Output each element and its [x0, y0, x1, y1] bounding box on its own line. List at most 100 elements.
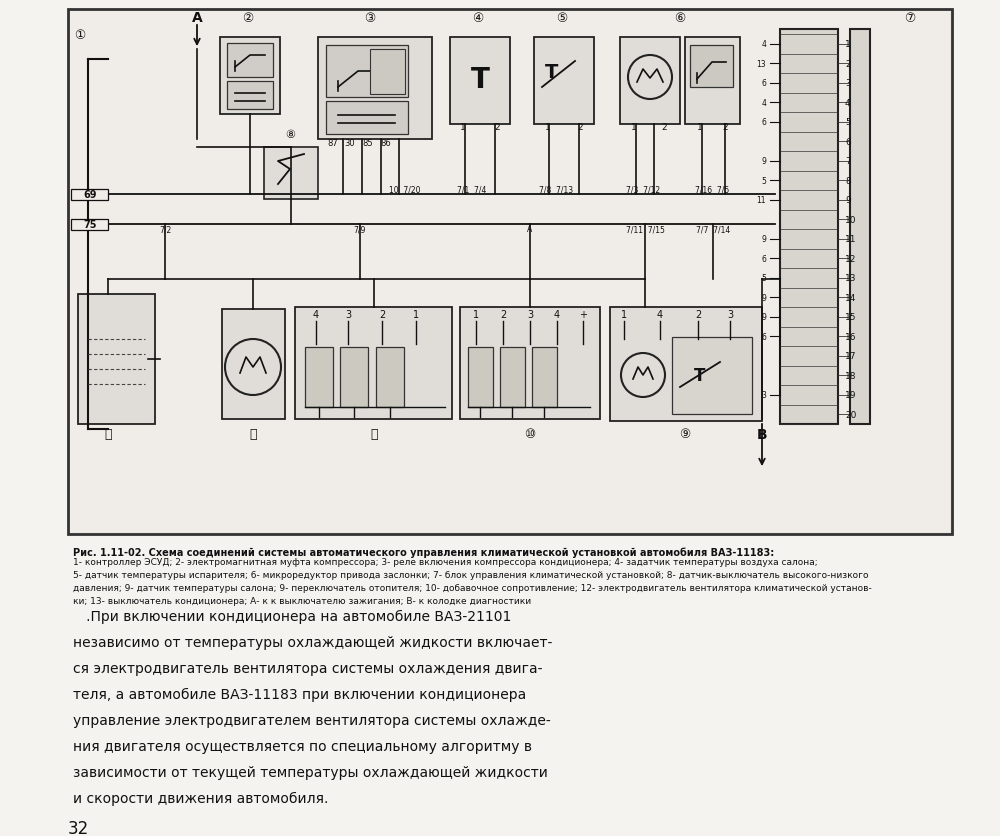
Text: 1: 1: [845, 40, 851, 49]
Bar: [227, 44, 273, 78]
Text: 18: 18: [845, 371, 856, 380]
Text: 2: 2: [577, 124, 583, 132]
Text: зависимости от текущей температуры охлаждающей жидкости: зависимости от текущей температуры охлаж…: [73, 765, 548, 779]
Text: 19: 19: [845, 390, 856, 400]
Text: 69: 69: [83, 190, 97, 200]
Bar: [532, 348, 557, 407]
Text: 4: 4: [554, 309, 560, 319]
Text: B: B: [757, 427, 767, 441]
Text: управление электродвигателем вентилятора системы охлажде-: управление электродвигателем вентилятора…: [73, 713, 551, 727]
Text: ⑥: ⑥: [674, 12, 686, 24]
Text: 11: 11: [845, 235, 856, 244]
Text: 7/9: 7/9: [354, 225, 366, 234]
Text: 9: 9: [761, 313, 766, 322]
Bar: [500, 348, 525, 407]
Bar: [71, 220, 108, 231]
Text: 10  7/20: 10 7/20: [389, 186, 421, 194]
Text: 2: 2: [845, 59, 851, 69]
Text: Рис. 1.11-02. Схема соединений системы автоматического управления климатической : Рис. 1.11-02. Схема соединений системы а…: [73, 547, 774, 557]
Text: A: A: [527, 225, 533, 234]
Text: ⑩: ⑩: [524, 428, 536, 441]
Text: 3: 3: [761, 390, 766, 400]
Text: 1: 1: [413, 309, 419, 319]
Text: 4: 4: [657, 309, 663, 319]
Text: ки; 13- выключатель кондиционера; А- к к выключателю зажигания; В- к колодке диа: ки; 13- выключатель кондиционера; А- к к…: [73, 596, 531, 605]
Text: ⑧: ⑧: [285, 130, 295, 140]
Text: ③: ③: [364, 12, 376, 24]
Text: A: A: [192, 11, 202, 25]
Bar: [450, 38, 510, 125]
Text: ⑫: ⑫: [249, 428, 257, 441]
Text: 5: 5: [761, 176, 766, 186]
Text: 9: 9: [761, 235, 766, 244]
Text: .При включении кондиционера на автомобиле ВАЗ-21101: .При включении кондиционера на автомобил…: [73, 609, 511, 624]
Text: 10: 10: [845, 216, 856, 225]
Text: ⑬: ⑬: [104, 428, 112, 441]
Bar: [850, 30, 870, 425]
Bar: [305, 348, 333, 407]
Text: 13: 13: [845, 274, 856, 283]
Text: 14: 14: [845, 293, 856, 303]
Text: 3: 3: [845, 79, 851, 88]
Text: 30: 30: [345, 138, 355, 147]
Text: 2: 2: [379, 309, 385, 319]
Text: 13: 13: [756, 59, 766, 69]
Text: теля, а автомобиле ВАЗ-11183 при включении кондиционера: теля, а автомобиле ВАЗ-11183 при включен…: [73, 687, 526, 701]
Text: ①: ①: [74, 28, 86, 42]
Bar: [326, 102, 408, 135]
Text: 1: 1: [460, 124, 466, 132]
Bar: [376, 348, 404, 407]
Text: 6: 6: [761, 333, 766, 341]
Text: 20: 20: [845, 410, 856, 419]
Bar: [78, 294, 155, 425]
Text: 17: 17: [845, 352, 856, 361]
Text: ⑤: ⑤: [556, 12, 568, 24]
Text: 4: 4: [761, 99, 766, 108]
Text: 2: 2: [722, 124, 728, 132]
Bar: [340, 348, 368, 407]
Text: ния двигателя осуществляется по специальному алгоритму в: ния двигателя осуществляется по специаль…: [73, 739, 532, 753]
Text: 9: 9: [845, 196, 851, 205]
Text: +: +: [579, 309, 587, 319]
Bar: [370, 50, 405, 95]
Text: 3: 3: [345, 309, 351, 319]
Text: 1- контроллер ЭСУД; 2- электромагнитная муфта компрессора; 3- реле включения ком: 1- контроллер ЭСУД; 2- электромагнитная …: [73, 558, 818, 566]
Text: 9: 9: [761, 157, 766, 166]
Bar: [610, 308, 762, 421]
Text: ⑪: ⑪: [370, 428, 378, 441]
Text: 87: 87: [328, 138, 338, 147]
Text: T: T: [545, 63, 559, 81]
Text: 1: 1: [621, 309, 627, 319]
Text: 2: 2: [494, 124, 500, 132]
Text: 7/8  7/13: 7/8 7/13: [539, 186, 573, 194]
Bar: [468, 348, 493, 407]
Bar: [222, 309, 285, 420]
Text: 5- датчик температуры испарителя; 6- микроредуктор привода заслонки; 7- блок упр: 5- датчик температуры испарителя; 6- мик…: [73, 570, 868, 579]
Text: 1: 1: [473, 309, 479, 319]
Text: 85: 85: [363, 138, 373, 147]
Bar: [71, 190, 108, 201]
Text: 75: 75: [83, 220, 97, 230]
Bar: [326, 46, 408, 98]
Bar: [690, 46, 733, 88]
Bar: [68, 10, 952, 534]
Text: 2: 2: [695, 309, 701, 319]
Text: 7/16  7/5: 7/16 7/5: [695, 186, 729, 194]
Text: 1: 1: [545, 124, 551, 132]
Text: 4: 4: [845, 99, 851, 108]
Text: 6: 6: [845, 138, 851, 146]
Text: и скорости движения автомобиля.: и скорости движения автомобиля.: [73, 791, 328, 805]
Text: 1: 1: [631, 124, 637, 132]
Text: T: T: [694, 366, 706, 385]
Text: 7/7  7/14: 7/7 7/14: [696, 225, 730, 234]
Text: независимо от температуры охлаждающей жидкости включает-: независимо от температуры охлаждающей жи…: [73, 635, 552, 650]
Text: 12: 12: [845, 254, 856, 263]
Text: 6: 6: [761, 79, 766, 88]
Text: 4: 4: [761, 40, 766, 49]
Bar: [620, 38, 680, 125]
Text: 4: 4: [313, 309, 319, 319]
Text: 7/1  7/4: 7/1 7/4: [457, 186, 487, 194]
Text: 5: 5: [845, 118, 851, 127]
Text: 6: 6: [761, 118, 766, 127]
Bar: [672, 338, 752, 415]
